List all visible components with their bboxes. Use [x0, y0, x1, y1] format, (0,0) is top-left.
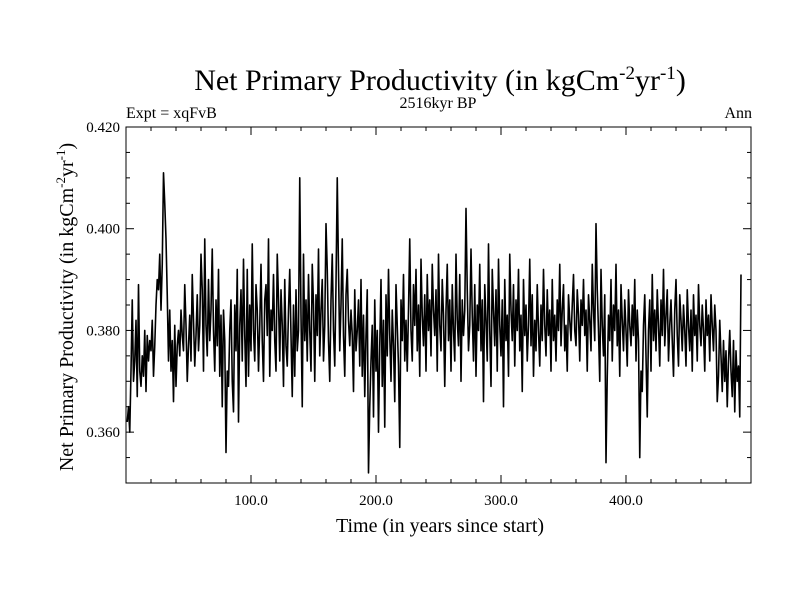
series-line-npp: [126, 171, 742, 474]
y-tick-label: 0.400: [86, 222, 120, 238]
experiment-label: Expt = xqFvB: [126, 105, 217, 122]
x-tick-label: 300.0: [484, 493, 518, 509]
y-tick-label: 0.380: [86, 323, 120, 339]
y-tick-label: 0.420: [86, 120, 120, 136]
x-tick-label: 400.0: [609, 493, 643, 509]
chart-subtitle: 2516kyr BP: [400, 95, 477, 112]
chart-title: Net Primary Productivity (in kgCm-2yr-1): [194, 63, 686, 97]
x-tick-label: 200.0: [359, 493, 393, 509]
y-tick-label: 0.360: [86, 425, 120, 441]
y-axis-label: Net Primary Productivity (in kgCm-2yr-1): [53, 143, 78, 471]
x-axis-label: Time (in years since start): [336, 515, 544, 537]
axis-tick-labels: 100.0 200.0 300.0 400.0 0.360 0.380 0.400 0.420: [86, 120, 643, 509]
season-label: Ann: [724, 105, 752, 122]
x-tick-label: 100.0: [234, 493, 268, 509]
